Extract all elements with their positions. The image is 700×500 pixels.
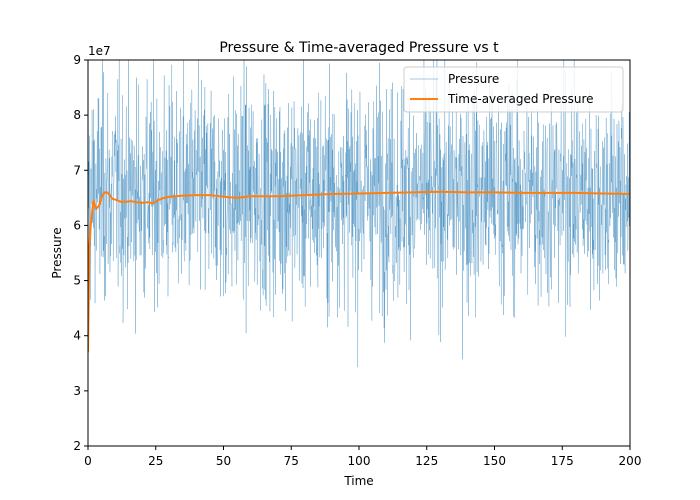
x-tick-label: 200 xyxy=(619,454,642,468)
legend: Pressure Time-averaged Pressure xyxy=(403,66,624,113)
y-tick-label: 2 xyxy=(73,439,81,453)
x-tick-label: 50 xyxy=(216,454,231,468)
y-axis-label: Pressure xyxy=(50,227,64,278)
x-tick-label: 25 xyxy=(148,454,163,468)
x-axis-ticks: 0 25 50 75 100 125 150 175 200 xyxy=(84,446,641,468)
series-time-averaged-pressure xyxy=(88,190,630,353)
pressure-line xyxy=(88,60,630,391)
plot-area xyxy=(88,60,630,391)
x-tick-label: 125 xyxy=(415,454,438,468)
legend-box xyxy=(403,66,624,113)
y-tick-label: 5 xyxy=(73,274,81,288)
x-axis-label: Time xyxy=(343,474,373,488)
x-tick-label: 100 xyxy=(348,454,371,468)
y-tick-label: 4 xyxy=(73,329,81,343)
x-tick-label: 0 xyxy=(84,454,92,468)
y-axis-ticks: 2 3 4 5 6 7 8 9 xyxy=(73,53,88,453)
y-axis-multiplier: 1e7 xyxy=(88,44,111,58)
x-tick-label: 175 xyxy=(551,454,574,468)
x-tick-label: 75 xyxy=(284,454,299,468)
y-tick-label: 6 xyxy=(73,218,81,232)
series-pressure xyxy=(88,60,630,391)
legend-label-time-averaged-pressure: Time-averaged Pressure xyxy=(447,92,594,106)
chart-title: Pressure & Time-averaged Pressure vs t xyxy=(219,40,499,56)
y-tick-label: 7 xyxy=(73,163,81,177)
legend-label-pressure: Pressure xyxy=(448,72,499,86)
y-tick-label: 9 xyxy=(73,53,81,67)
time-averaged-pressure-line xyxy=(88,190,630,353)
x-tick-label: 150 xyxy=(483,454,506,468)
y-tick-label: 3 xyxy=(73,384,81,398)
y-tick-label: 8 xyxy=(73,108,81,122)
